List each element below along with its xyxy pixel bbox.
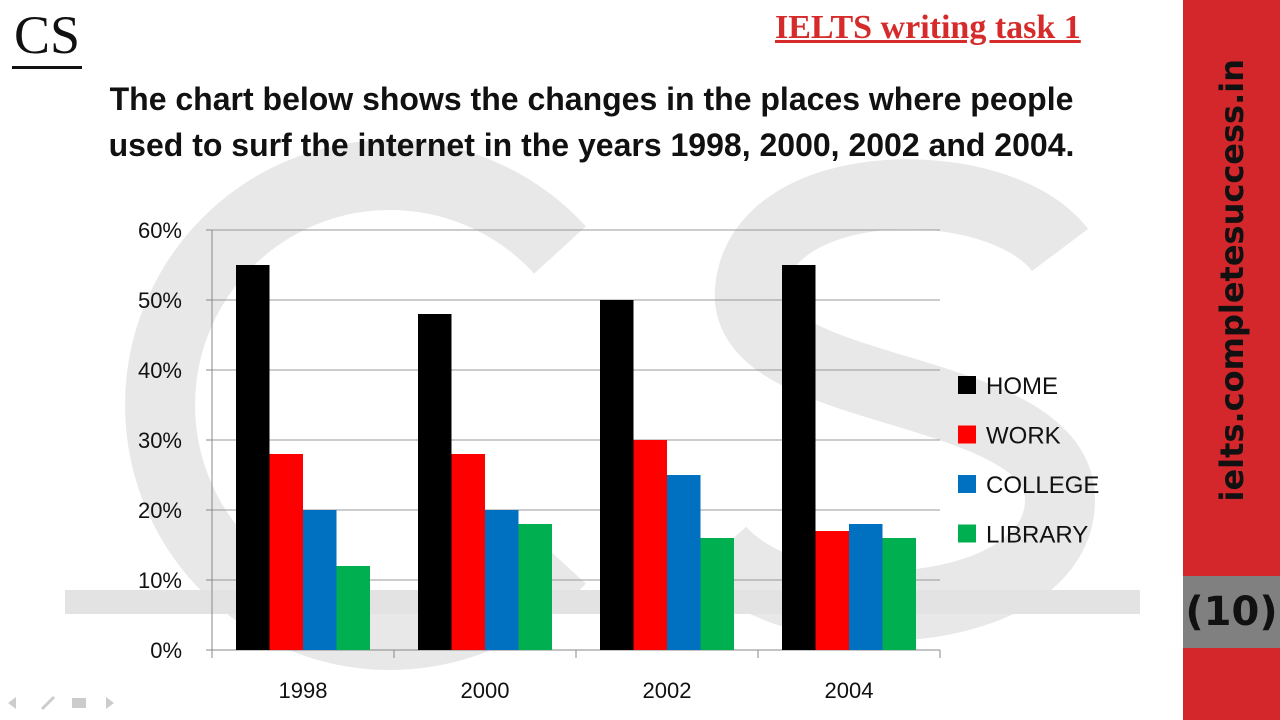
bar-work-2004	[815, 531, 849, 650]
x-tick-label: 1998	[279, 678, 328, 703]
next-arrow-icon[interactable]	[106, 697, 114, 709]
x-tick-label: 2000	[461, 678, 510, 703]
bar-college-2004	[849, 524, 883, 650]
logo: CS	[12, 8, 83, 69]
bar-home-2004	[782, 265, 816, 650]
legend-swatch-college	[958, 475, 976, 493]
bar-chart: 0% 10% 20% 30% 40% 50% 60% 1998 2000 2002 2004 HOME…	[138, 218, 1099, 703]
bar-work-2002	[633, 440, 667, 650]
task-label: IELTS writing task 1	[775, 9, 1081, 46]
legend-label-home: HOME	[986, 373, 1058, 400]
legend-swatch-home	[958, 376, 976, 394]
y-tick-label: 10%	[138, 568, 182, 593]
x-tick-label: 2002	[643, 678, 692, 703]
site-url-text: ielts.completesuccess.in	[1212, 58, 1251, 502]
x-tick-label: 2004	[825, 678, 874, 703]
bar-home-2002	[600, 300, 634, 650]
legend-swatch-work	[958, 425, 976, 444]
bar-college-1998	[303, 510, 337, 650]
menu-icon[interactable]	[72, 698, 86, 708]
bar-college-2000	[485, 510, 519, 650]
y-tick-label: 0%	[150, 638, 182, 663]
y-tick-label: 60%	[138, 218, 182, 243]
pen-icon[interactable]	[40, 695, 56, 711]
legend-label-work: WORK	[986, 423, 1061, 450]
title-line-1: The chart below shows the changes in the…	[109, 81, 1074, 117]
bar-home-1998	[236, 265, 270, 650]
y-tick-label: 40%	[138, 358, 182, 383]
legend-label-library: LIBRARY	[986, 522, 1088, 549]
bar-work-2000	[451, 454, 485, 650]
legend-swatch-library	[958, 524, 976, 543]
bar-library-2004	[882, 538, 916, 650]
y-tick-label: 30%	[138, 428, 182, 453]
watermark-c-shape	[125, 140, 586, 670]
bar-library-2002	[700, 538, 734, 650]
y-tick-label: 20%	[138, 498, 182, 523]
bar-library-1998	[336, 566, 370, 650]
sidebar-banner: ielts.completesuccess.in (10)	[1183, 0, 1280, 720]
site-url: ielts.completesuccess.in	[1183, 0, 1280, 560]
slide-nav-icons[interactable]	[6, 694, 126, 712]
bar-home-2000	[418, 314, 452, 650]
y-tick-label: 50%	[138, 288, 182, 313]
legend-label-college: COLLEGE	[986, 472, 1099, 499]
bar-college-2002	[667, 475, 701, 650]
bar-work-1998	[269, 454, 303, 650]
page-title: The chart below shows the changes in the…	[0, 76, 1183, 168]
prev-arrow-icon[interactable]	[8, 697, 16, 709]
slide-number: (10)	[1183, 576, 1280, 648]
title-line-2: used to surf the internet in the years 1…	[108, 127, 1075, 163]
bar-library-2000	[518, 524, 552, 650]
